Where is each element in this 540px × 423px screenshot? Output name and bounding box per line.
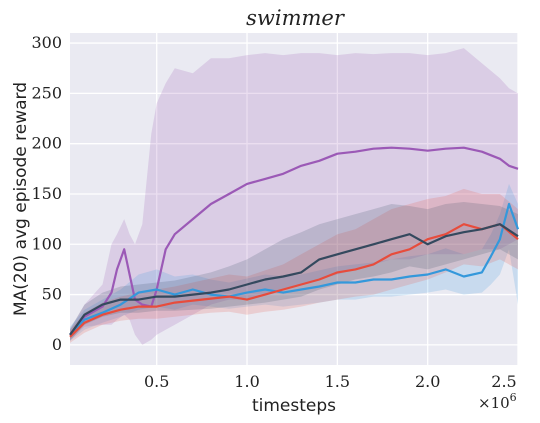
- x-tick-label: 0.5: [144, 372, 169, 391]
- x-tick-label: 2.5: [491, 372, 516, 391]
- series-line-2: [69, 223, 519, 338]
- y-tick-label: 0: [52, 335, 62, 354]
- chart-title: swimmer: [246, 6, 346, 30]
- x-multiplier-exponent: 6: [510, 391, 517, 404]
- x-tick-label: 1.5: [325, 372, 350, 391]
- y-tick-label: 150: [31, 184, 62, 203]
- x-axis-label: timesteps: [252, 396, 336, 416]
- series-band-2: [70, 188, 518, 343]
- series-line-3: [69, 223, 519, 336]
- y-tick-label: 100: [31, 234, 62, 253]
- x-multiplier: ×106: [478, 391, 517, 412]
- grid: [70, 33, 519, 365]
- x-tick-label: 2.0: [415, 372, 440, 391]
- x-multiplier-base: ×10: [478, 394, 510, 412]
- series-line-0: [69, 146, 519, 336]
- y-axis-label: MA(20) avg episode reward: [11, 82, 31, 316]
- x-tick-label: 1.0: [234, 372, 259, 391]
- y-tick-label: 250: [31, 83, 62, 102]
- y-tick-label: 50: [42, 285, 62, 304]
- series-lines: [69, 146, 520, 338]
- y-tick-label: 300: [31, 33, 62, 52]
- series-band-0: [70, 48, 518, 345]
- series-band-3: [70, 202, 518, 341]
- plot-area: [70, 33, 518, 365]
- x-axis-ticks: 0.5 1.0 1.5 2.0 2.5: [144, 372, 517, 391]
- y-axis-ticks: 0 50 100 150 200 250 300: [31, 33, 62, 354]
- y-tick-label: 200: [31, 134, 62, 153]
- series-line-1: [69, 202, 520, 336]
